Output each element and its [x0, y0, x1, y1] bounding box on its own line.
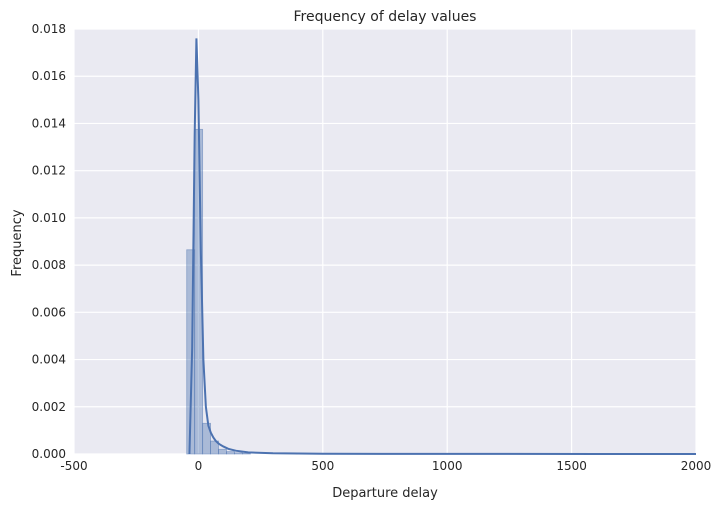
y-axis-ticks: 0.000 0.002 0.004 0.006 0.008 0.010 0.012 0.014…	[32, 22, 66, 461]
x-axis-label: Departure delay	[332, 486, 438, 501]
histogram-bars	[186, 128, 251, 455]
y-axis-label: Frequency	[10, 209, 25, 276]
x-axis-ticks: -500 0 500 1000 1500 2000	[60, 459, 711, 473]
y-tick-label: 0.008	[32, 258, 66, 272]
x-tick-label: -500	[60, 459, 87, 473]
x-tick-label: 1500	[556, 459, 587, 473]
y-tick-label: 0.004	[32, 353, 66, 367]
y-tick-label: 0.000	[32, 447, 66, 461]
histogram-bar	[218, 448, 227, 455]
y-tick-label: 0.006	[32, 305, 66, 319]
x-tick-label: 500	[311, 459, 334, 473]
histogram-bar	[242, 452, 251, 455]
plot-area	[74, 29, 696, 454]
y-tick-label: 0.018	[32, 22, 66, 36]
histogram-bar	[234, 452, 243, 455]
chart-title: Frequency of delay values	[294, 9, 477, 25]
y-tick-label: 0.012	[32, 164, 66, 178]
x-tick-label: 1000	[432, 459, 463, 473]
histogram-bar	[202, 422, 211, 455]
histogram-bar	[210, 440, 219, 455]
histogram-bar	[226, 451, 235, 455]
grid-lines	[73, 28, 697, 455]
x-tick-label: 2000	[681, 459, 712, 473]
y-tick-label: 0.010	[32, 211, 66, 225]
y-tick-label: 0.002	[32, 400, 66, 414]
y-tick-label: 0.014	[32, 116, 66, 130]
y-tick-label: 0.016	[32, 69, 66, 83]
x-tick-label: 0	[195, 459, 203, 473]
kde-line	[188, 38, 697, 455]
